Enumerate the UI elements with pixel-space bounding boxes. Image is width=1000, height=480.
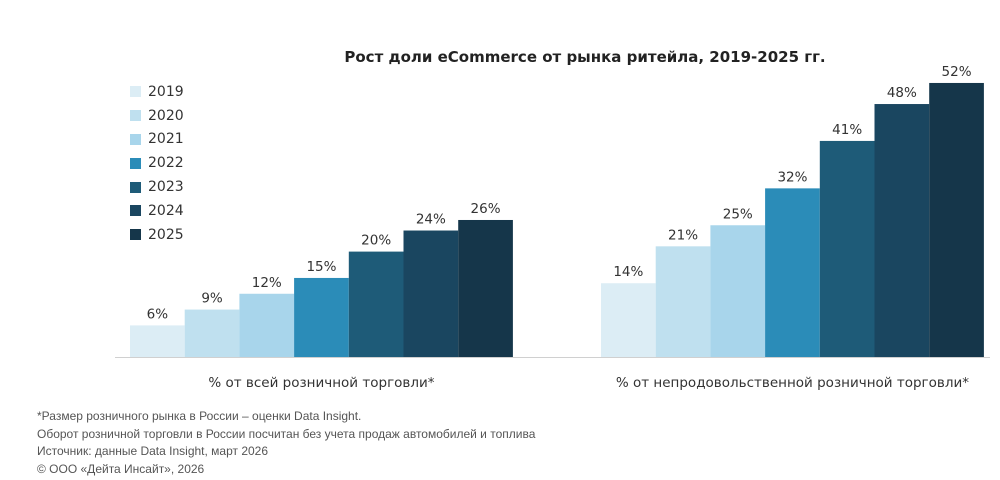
bar-2020-0	[184, 309, 240, 357]
bar-2019-0	[130, 325, 185, 357]
legend-item: 2019	[130, 80, 184, 104]
legend-label: 2022	[148, 155, 184, 172]
legend-swatch	[130, 110, 141, 122]
legend-label: 2023	[148, 179, 184, 196]
legend-swatch	[130, 181, 141, 193]
legend-item: 2022	[130, 151, 184, 175]
footnote-source: Источник: данные Data Insight, март 2026	[37, 444, 269, 458]
bar-2024-1	[874, 104, 930, 357]
bar-2025-1	[929, 82, 984, 358]
legend-label: 2025	[148, 226, 184, 243]
category-label: % от непродовольственной розничной торго…	[616, 375, 969, 391]
legend-swatch	[130, 133, 141, 145]
bar-2021-0	[239, 293, 295, 357]
bar-2019-1	[601, 283, 656, 357]
bar-2021-1	[710, 225, 766, 357]
bar-2025-0	[458, 219, 513, 357]
footnote-market: *Размер розничного рынка в России – оцен…	[37, 409, 362, 423]
data-label: 48%	[887, 85, 917, 101]
data-label: 6%	[147, 306, 169, 322]
chart-title: Рост доли eCommerce от рынка ритейла, 20…	[344, 48, 826, 66]
data-label: 25%	[723, 206, 753, 222]
legend-label: 2020	[148, 107, 184, 124]
legend-swatch	[130, 205, 141, 217]
data-label: 15%	[306, 259, 336, 275]
bar-2022-0	[294, 277, 349, 357]
footnotes: *Размер розничного рынка в России – оцен…	[37, 408, 535, 478]
bar-2024-0	[403, 230, 459, 357]
data-label: 52%	[942, 64, 972, 80]
category-label: % от всей розничной торговли*	[208, 375, 434, 391]
data-label: 21%	[668, 227, 698, 243]
legend-item: 2023	[130, 175, 184, 199]
legend-item: 2025	[130, 223, 184, 247]
legend-label: 2021	[148, 131, 184, 148]
bar-2023-0	[348, 251, 404, 357]
data-label: 24%	[416, 212, 446, 228]
legend: 2019 2020 2021 2022 2023 2024 2025	[130, 80, 184, 247]
bar-2023-1	[819, 140, 875, 357]
legend-item: 2020	[130, 104, 184, 128]
data-label: 9%	[201, 291, 223, 307]
legend-item: 2024	[130, 199, 184, 223]
data-label: 14%	[613, 264, 643, 280]
bar-2022-1	[765, 188, 820, 357]
data-label: 12%	[252, 275, 282, 291]
legend-item: 2021	[130, 128, 184, 152]
legend-label: 2024	[148, 202, 184, 219]
legend-label: 2019	[148, 83, 184, 100]
footnote-copyright: © ООО «Дейта Инсайт», 2026	[37, 461, 205, 476]
data-label: 26%	[471, 201, 501, 217]
data-label: 32%	[777, 169, 807, 185]
legend-swatch	[130, 157, 141, 169]
footnote-turnover: Оборот розничной торговли в России посчи…	[37, 426, 536, 441]
data-label: 20%	[361, 233, 391, 249]
legend-swatch	[130, 229, 141, 241]
bar-2020-1	[655, 246, 711, 357]
data-label: 41%	[832, 122, 862, 138]
legend-swatch	[130, 86, 141, 98]
